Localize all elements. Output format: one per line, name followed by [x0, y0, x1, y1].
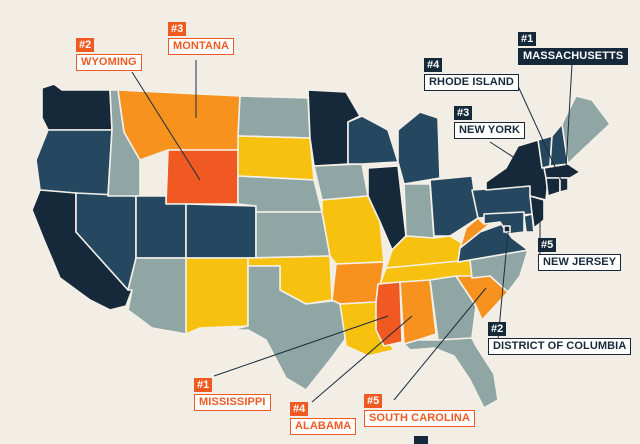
callout-montana: #3 MONTANA	[168, 22, 235, 55]
state-north-carolina[interactable]	[457, 249, 529, 293]
callout-rhode-island: #4 RHODE ISLAND	[424, 58, 519, 91]
state-alabama[interactable]	[399, 279, 437, 345]
cut-off-badge	[414, 436, 428, 444]
callout-rank: #1	[518, 32, 537, 46]
callout-rank: #3	[168, 22, 187, 36]
callout-state-name: ALABAMA	[290, 418, 357, 435]
state-indiana[interactable]	[403, 183, 435, 239]
state-utah[interactable]	[135, 195, 187, 259]
callout-new-jersey: #5 NEW JERSEY	[538, 238, 622, 271]
callout-leader-lines	[131, 60, 573, 403]
callout-rank: #2	[76, 38, 95, 52]
leader-wyoming	[131, 71, 201, 181]
state-connecticut[interactable]	[545, 177, 561, 197]
callout-state-name: RHODE ISLAND	[424, 74, 519, 91]
callout-rank: #4	[290, 402, 309, 416]
callout-rank: #2	[488, 322, 507, 336]
callout-rank: #5	[538, 238, 557, 252]
state-florida[interactable]	[403, 337, 499, 409]
state-massachusetts[interactable]	[543, 163, 581, 179]
callout-massachusetts: #1 MASSACHUSETTS	[518, 32, 629, 65]
leader-massachusetts	[565, 63, 573, 169]
callout-state-name: NEW YORK	[454, 122, 526, 139]
state-kansas[interactable]	[255, 211, 331, 259]
callout-state-name: DISTRICT OF COLUMBIA	[488, 338, 632, 355]
callout-state-name: MASSACHUSETTS	[518, 48, 629, 65]
state-michigan[interactable]	[397, 111, 441, 185]
callout-state-name: SOUTH CAROLINA	[364, 410, 476, 427]
callout-wyoming: #2 WYOMING	[76, 38, 142, 71]
state-texas[interactable]	[229, 265, 353, 391]
callout-state-name: WYOMING	[76, 54, 142, 71]
state-district-of-columbia[interactable]	[503, 225, 511, 233]
callout-alabama: #4 ALABAMA	[290, 402, 357, 435]
state-north-dakota[interactable]	[237, 95, 311, 139]
callout-rank: #5	[364, 394, 383, 408]
leader-new-york	[489, 141, 525, 165]
callout-rank: #1	[194, 378, 213, 392]
leader-alabama	[311, 315, 413, 403]
callout-state-name: NEW JERSEY	[538, 254, 622, 271]
callout-rank: #3	[454, 106, 473, 120]
state-ohio[interactable]	[429, 175, 479, 237]
state-georgia[interactable]	[429, 275, 477, 341]
state-arizona[interactable]	[127, 257, 187, 335]
state-new-mexico[interactable]	[185, 257, 249, 335]
callout-mississippi: #1 MISSISSIPPI	[194, 378, 271, 411]
state-wyoming[interactable]	[165, 149, 239, 205]
callout-state-name: MISSISSIPPI	[194, 394, 271, 411]
state-delaware[interactable]	[523, 213, 535, 233]
state-washington[interactable]	[41, 83, 113, 131]
callout-south-carolina: #5 SOUTH CAROLINA	[364, 394, 476, 427]
leader-mississippi	[213, 315, 389, 377]
callout-state-name: MONTANA	[168, 38, 235, 55]
state-colorado[interactable]	[185, 203, 257, 259]
states-layer	[31, 83, 611, 409]
state-oregon[interactable]	[35, 129, 113, 197]
state-wisconsin[interactable]	[347, 115, 399, 165]
callout-rank: #4	[424, 58, 443, 72]
leader-south-carolina	[393, 287, 487, 401]
state-south-dakota[interactable]	[237, 135, 315, 181]
leader-rhode-island	[517, 85, 563, 183]
state-iowa[interactable]	[313, 163, 369, 201]
callout-new-york: #3 NEW YORK	[454, 106, 526, 139]
callout-dc: #2 DISTRICT OF COLUMBIA	[488, 322, 632, 355]
